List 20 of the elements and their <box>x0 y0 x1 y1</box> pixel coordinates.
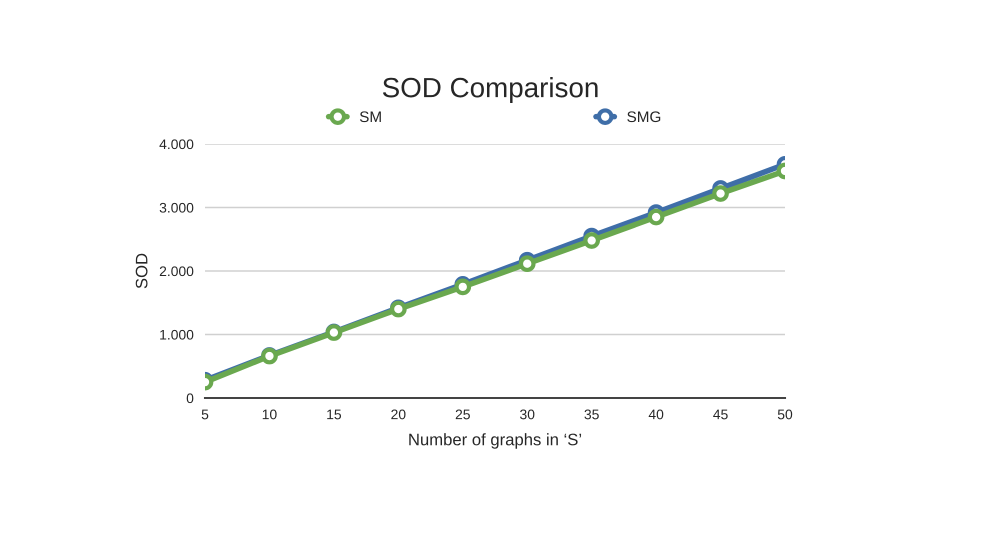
x-tick-label: 25 <box>456 409 470 420</box>
x-axis-title: Number of graphs in ‘S’ <box>409 433 582 449</box>
x-tick-label: 5 <box>202 410 208 420</box>
chart-title: SOD Comparison <box>382 77 598 103</box>
y-axis-title: SOD <box>136 254 148 288</box>
x-tick-label: 30 <box>520 409 534 420</box>
x-tick-label: 35 <box>584 409 599 420</box>
y-tick-label: 4.000 <box>159 139 194 150</box>
legend-label: SM <box>360 111 381 122</box>
y-tick-label: 0 <box>186 393 194 404</box>
x-tick-label: 45 <box>713 410 728 420</box>
x-tick-label: 40 <box>648 409 664 420</box>
x-tick-label: 50 <box>778 409 792 420</box>
y-tick-label: 1.000 <box>160 330 194 340</box>
y-tick-label: 3.000 <box>160 202 194 213</box>
y-tick-label: 2.000 <box>160 266 194 276</box>
x-tick-label: 10 <box>262 409 277 420</box>
x-tick-label: 20 <box>391 409 406 420</box>
x-tick-label: 15 <box>327 410 342 420</box>
legend-label: SMG <box>627 111 660 122</box>
